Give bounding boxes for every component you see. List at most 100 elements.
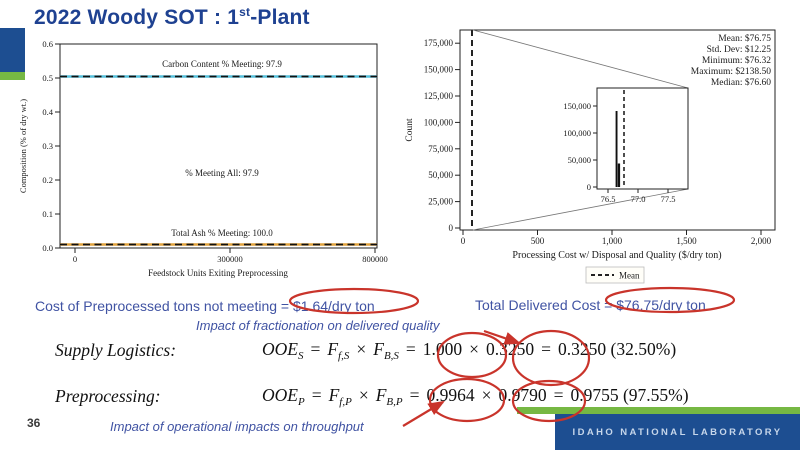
- eq-factor2-sub: B,S: [383, 350, 399, 362]
- y-tick-label: 125,000: [424, 91, 454, 101]
- footer-green-stripe: [517, 407, 800, 414]
- y-axis-title: Composition (% of dry wt.): [18, 99, 28, 193]
- inl-logo-bar: IDAHO NATIONAL LABORATORY: [555, 414, 800, 450]
- eq-result: 0.3250 (32.50%): [558, 339, 677, 359]
- eq-lhs-sub: S: [297, 350, 304, 362]
- title-text: 2022 Woody SOT : 1: [34, 6, 240, 29]
- accent-left-green-stripe: [0, 72, 25, 80]
- stat-max: Maximum: $2138.50: [691, 66, 771, 77]
- stat-mean: Mean: $76.75: [718, 33, 771, 44]
- composition-plot-area: [59, 43, 378, 249]
- eq-value2: 0.9790: [498, 385, 547, 405]
- inset-y-tick-label: 100,000: [563, 128, 591, 138]
- x-tick-label: 500: [531, 236, 545, 246]
- y-tick-label: 0.4: [42, 107, 53, 117]
- x-tick-label: 1,000: [602, 236, 623, 246]
- inset-y-tick-label: 150,000: [563, 101, 591, 111]
- eq-lhs: OOE: [262, 385, 298, 405]
- inset-x-tick-label: 76.5: [601, 194, 616, 204]
- inset-x-tick-label: 77.5: [661, 194, 676, 204]
- carbon-annotation: Carbon Content % Meeting: 97.9: [162, 59, 282, 69]
- y-axis-title: Count: [405, 118, 415, 142]
- eq-equals: =: [553, 385, 564, 405]
- histogram-x-axis: 0 500 1,000 1,500 2,000 Processing Cost …: [461, 230, 772, 261]
- y-tick-label: 0.6: [42, 39, 53, 49]
- inl-logo-text: IDAHO NATIONAL LABORATORY: [572, 426, 783, 438]
- y-tick-label: 100,000: [424, 117, 454, 127]
- cost-histogram-chart: 0 25,000 50,000 75,000 100,000 125,000 1…: [405, 29, 776, 284]
- inset-histogram-bar: [617, 163, 621, 187]
- composition-x-axis: 0 300000 800000 Feedstock Units Exiting …: [73, 248, 388, 278]
- y-tick-label: 0.1: [42, 209, 53, 219]
- eq-times: ×: [358, 385, 369, 405]
- accent-left-blue-block: [0, 28, 25, 72]
- inset-y-tick-label: 50,000: [568, 155, 591, 165]
- equation-label: Preprocessing:: [55, 386, 161, 406]
- page-title: 2022 Woody SOT : 1st-Plant: [34, 5, 310, 30]
- composition-chart: 0.0 0.1 0.2 0.3 0.4 0.5 0.6 Composition …: [18, 39, 388, 278]
- ash-annotation: Total Ash % Meeting: 100.0: [171, 228, 273, 238]
- eq-times: ×: [356, 339, 367, 359]
- x-tick-label: 0: [73, 254, 77, 264]
- cost-not-meeting-value: $1.64/dry ton: [292, 298, 375, 314]
- y-tick-label: 75,000: [428, 144, 453, 154]
- eq-lhs: OOE: [262, 339, 298, 359]
- eq-equals: =: [409, 385, 420, 405]
- histogram-y-axis: 0 25,000 50,000 75,000 100,000 125,000 1…: [405, 38, 460, 233]
- stats-block: Mean: $76.75 Std. Dev: $12.25 Minimum: $…: [691, 33, 771, 88]
- y-tick-label: 0.0: [42, 243, 53, 253]
- fractionation-note: Impact of fractionation on delivered qua…: [196, 318, 440, 333]
- y-tick-label: 150,000: [424, 65, 454, 75]
- y-tick-label: 0: [449, 223, 454, 233]
- eq-equals: =: [311, 385, 322, 405]
- inset-histogram-bar: [615, 111, 618, 187]
- x-tick-label: 800000: [362, 254, 388, 264]
- legend-mean-label: Mean: [619, 271, 640, 281]
- eq-lhs-sub: P: [297, 396, 305, 408]
- equation-label: Supply Logistics:: [55, 340, 177, 360]
- y-tick-label: 0.3: [42, 141, 53, 151]
- eq-value2: 0.3250: [486, 339, 535, 359]
- eq-equals: =: [541, 339, 552, 359]
- equation-expression: OOEP = Ff,P × FB,P = 0.9964 × 0.9790 = 0.9755 (97.…: [262, 385, 689, 408]
- x-axis-title: Feedstock Units Exiting Preprocessing: [148, 268, 288, 278]
- eq-result: 0.9755 (97.55%): [570, 385, 689, 405]
- eq-value1: 1.000: [422, 339, 463, 359]
- delivered-cost-value: $76.75/dry ton: [616, 297, 706, 313]
- cost-not-meeting-label: Cost of Preprocessed tons not meeting =: [35, 298, 293, 314]
- delivered-cost-callout: Total Delivered Cost = $76.75/dry ton: [475, 297, 706, 313]
- eq-factor1-sub: f,S: [338, 350, 350, 362]
- eq-times: ×: [469, 339, 480, 359]
- eq-times: ×: [481, 385, 492, 405]
- eq-equals: =: [405, 339, 416, 359]
- x-tick-label: 0: [461, 236, 466, 246]
- zoom-connector-bottom: [472, 188, 689, 231]
- inset-x-tick-label: 77.0: [631, 194, 646, 204]
- inset-y-tick-label: 0: [587, 182, 591, 192]
- equation-expression: OOES = Ff,S × FB,S = 1.000 × 0.3250 = 0.3250 (32.5…: [262, 339, 676, 362]
- title-superscript: st: [239, 5, 251, 19]
- stat-stddev: Std. Dev: $12.25: [707, 44, 772, 55]
- x-tick-label: 300000: [217, 254, 243, 264]
- eq-factor2: F: [373, 339, 384, 359]
- y-tick-label: 175,000: [424, 38, 454, 48]
- cost-not-meeting-callout: Cost of Preprocessed tons not meeting = …: [35, 298, 375, 314]
- eq-factor1: F: [327, 339, 339, 359]
- stat-median: Median: $76.60: [711, 77, 771, 88]
- y-tick-label: 25,000: [428, 197, 453, 207]
- eq-factor2: F: [375, 385, 387, 405]
- y-tick-label: 0.2: [42, 175, 53, 185]
- y-tick-label: 50,000: [428, 170, 453, 180]
- title-suffix: -Plant: [250, 6, 310, 29]
- legend: Mean: [585, 266, 645, 284]
- composition-y-axis: 0.0 0.1 0.2 0.3 0.4 0.5 0.6 Composition …: [18, 39, 60, 253]
- eq-factor1: F: [328, 385, 340, 405]
- y-tick-label: 0.5: [42, 73, 53, 83]
- zoom-connector-top: [472, 29, 689, 89]
- stat-min: Minimum: $76.32: [702, 55, 771, 66]
- eq-factor1-sub: f,P: [339, 396, 352, 408]
- histogram-plot-area: [459, 29, 776, 231]
- x-axis-title: Processing Cost w/ Disposal and Quality …: [512, 250, 721, 261]
- throughput-note: Impact of operational impacts on through…: [110, 419, 364, 434]
